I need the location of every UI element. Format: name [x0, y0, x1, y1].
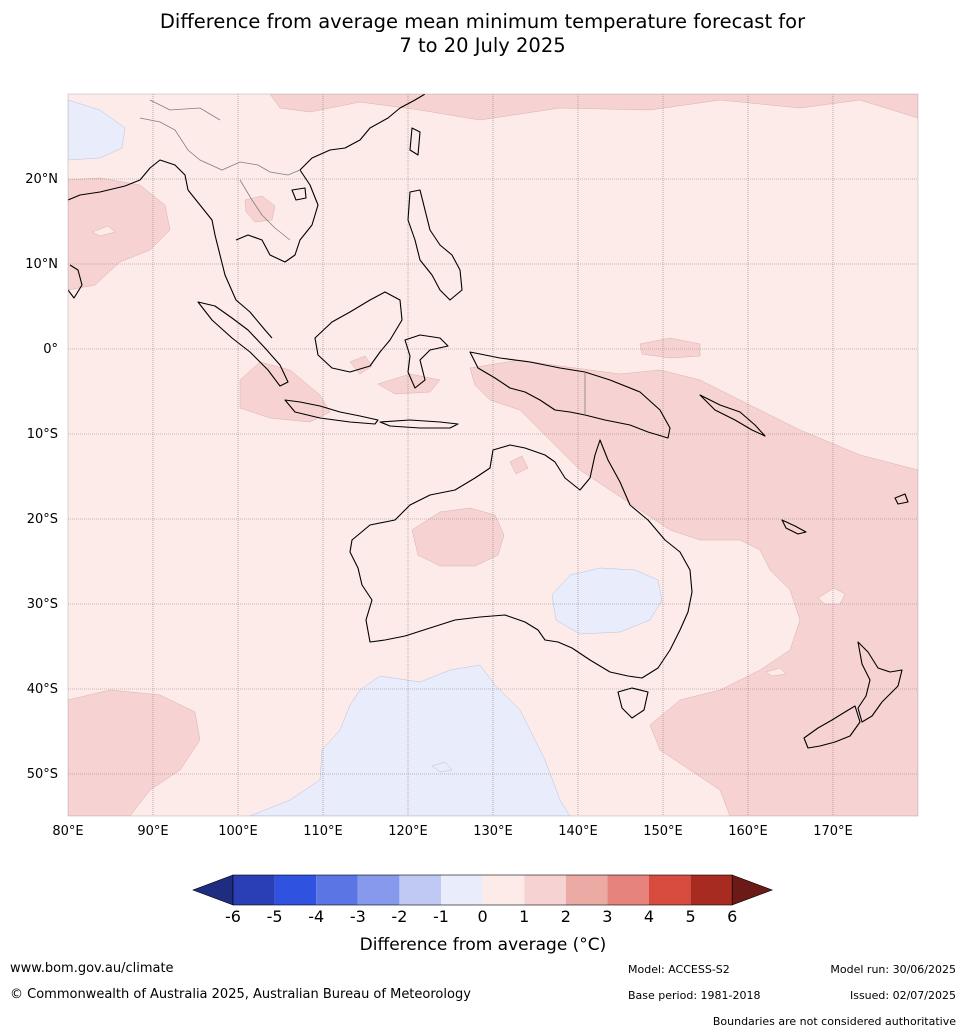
coast-sri-lanka — [68, 264, 83, 299]
colorbar-swatch — [565, 875, 608, 905]
coast-australia — [349, 439, 693, 679]
map-frame — [67, 93, 919, 817]
lon-label: 120°E — [388, 824, 428, 839]
coast-asia — [187, 94, 426, 339]
colorbar-extend-high — [731, 874, 774, 906]
anomaly-zones-light — [91, 225, 846, 677]
colorbar-label: Difference from average (°C) — [360, 935, 607, 955]
footer-base-period: Base period: 1981-2018 — [628, 989, 761, 1002]
colorbar-swatch — [441, 875, 483, 905]
lon-label: 170°E — [813, 824, 853, 839]
lat-label: 20°S — [27, 512, 58, 527]
coast-new-caledonia — [781, 519, 807, 535]
colorbar-tick-label: -3 — [350, 907, 366, 926]
coast-sulawesi — [404, 334, 449, 389]
lon-label: 160°E — [728, 824, 768, 839]
colorbar-tick-label: 1 — [519, 907, 529, 926]
coastlines — [68, 94, 909, 749]
coast-philippines — [407, 189, 463, 301]
footer-disclaimer: Boundaries are not considered authoritat… — [712, 1015, 956, 1028]
lat-label: 50°S — [27, 767, 58, 782]
lat-label: 0° — [43, 342, 58, 357]
map-title: Difference from average mean minimum tem… — [0, 10, 965, 58]
coast-nz-north — [857, 641, 903, 723]
colorbar-tick-label: -5 — [267, 907, 283, 926]
coast-nz-south — [803, 705, 861, 749]
coast-java — [284, 399, 379, 425]
coast-solomons — [699, 394, 766, 437]
colorbar-swatch — [316, 875, 358, 905]
lat-label: 40°S — [27, 682, 58, 697]
colorbar-tick-label: -2 — [391, 907, 407, 926]
coast-tasmania — [617, 687, 649, 719]
coast-hainan — [291, 187, 307, 201]
lat-labels: 20°N 10°N 0° 10°S 20°S 30°S 40°S 50°S — [25, 172, 58, 782]
title-line-2: 7 to 20 July 2025 — [399, 34, 566, 57]
coast-new-guinea — [469, 351, 671, 439]
lon-label: 150°E — [643, 824, 683, 839]
lon-label: 130°E — [473, 824, 513, 839]
coast-india — [68, 159, 189, 201]
coast-fiji — [894, 493, 909, 505]
footer-copyright: © Commonwealth of Australia 2025, Austra… — [10, 987, 471, 1002]
colorbar-tick-label: 6 — [727, 907, 737, 926]
colorbar-outline — [232, 874, 733, 906]
footer-model: Model: ACCESS-S2 — [628, 963, 730, 976]
colorbar-swatch — [524, 875, 566, 905]
lon-label: 90°E — [137, 824, 168, 839]
colorbar-tick-label: -6 — [225, 907, 241, 926]
coast-taiwan — [409, 127, 421, 156]
colorbar-swatch — [482, 875, 525, 905]
coast-sumatra — [197, 301, 289, 387]
footer-model-run: Model run: 30/06/2025 — [830, 963, 956, 976]
anomaly-zones-cool — [68, 99, 663, 816]
colorbar-swatch — [233, 875, 275, 905]
lat-label: 10°S — [27, 427, 58, 442]
lat-label: 10°N — [25, 257, 58, 272]
colorbar-tick-label: 0 — [478, 907, 488, 926]
coast-lesser-sunda — [379, 419, 459, 429]
colorbar-tick-label: -4 — [308, 907, 324, 926]
lon-label: 110°E — [303, 824, 343, 839]
colorbar — [192, 874, 774, 906]
lat-label: 20°N — [25, 172, 58, 187]
colorbar-tick-label: 3 — [602, 907, 612, 926]
colorbar-tick-label: 4 — [644, 907, 654, 926]
colorbar-swatch — [607, 875, 649, 905]
colorbar-extend-low — [192, 874, 234, 906]
colorbar-swatch — [357, 875, 400, 905]
footer-website: www.bom.gov.au/climate — [10, 961, 174, 976]
colorbar-swatch — [399, 875, 441, 905]
lon-labels: 80°E 90°E 100°E 110°E 120°E 130°E 140°E … — [52, 824, 852, 839]
colorbar-ticks: -6 -5 -4 -3 -2 -1 0 1 2 3 4 5 6 — [225, 907, 737, 926]
title-line-1: Difference from average mean minimum tem… — [159, 10, 806, 33]
lat-label: 30°S — [27, 597, 58, 612]
colorbar-tick-label: 5 — [686, 907, 696, 926]
colorbar-tick-label: 2 — [561, 907, 571, 926]
lon-label: 140°E — [558, 824, 598, 839]
colorbar-swatch — [274, 875, 317, 905]
footer-issued: Issued: 02/07/2025 — [849, 989, 956, 1002]
colorbar-swatch — [649, 875, 691, 905]
coast-borneo — [314, 291, 403, 373]
colorbar-swatch — [690, 875, 733, 905]
country-borders — [139, 99, 586, 415]
anomaly-zones-warm — [68, 94, 918, 816]
lon-label: 80°E — [52, 824, 83, 839]
colorbar-tick-label: -1 — [433, 907, 449, 926]
lon-label: 100°E — [218, 824, 258, 839]
